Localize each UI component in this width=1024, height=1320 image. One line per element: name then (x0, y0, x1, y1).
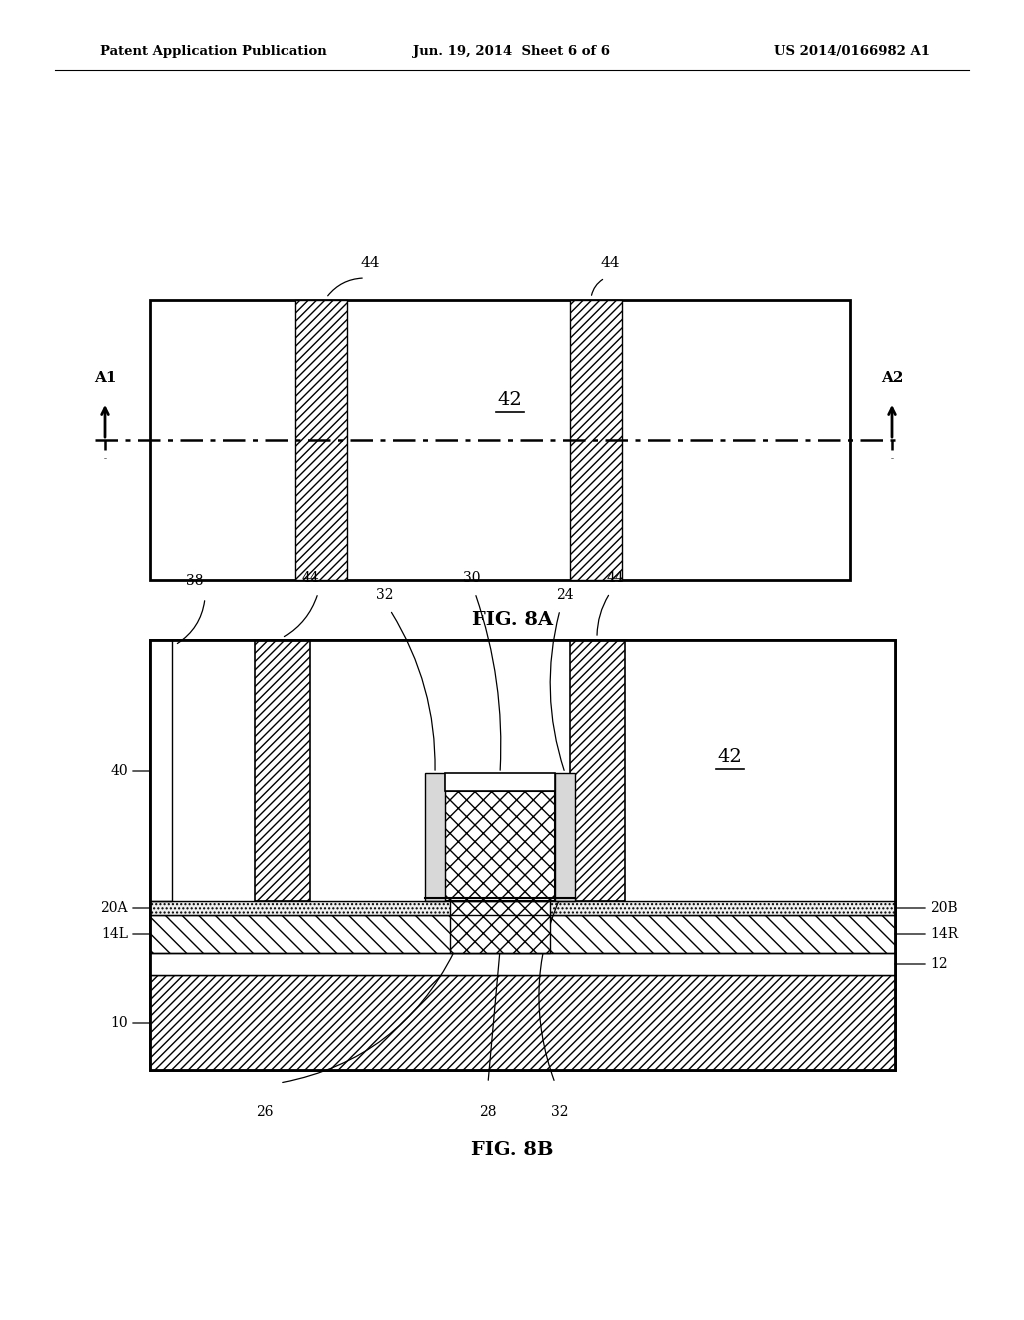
Bar (555, 774, 575, 902)
Text: Jun. 19, 2014  Sheet 6 of 6: Jun. 19, 2014 Sheet 6 of 6 (414, 45, 610, 58)
Text: 40: 40 (111, 764, 128, 777)
Bar (445, 791, 555, 902)
Text: 28: 28 (492, 840, 509, 853)
Bar (150, 902, 895, 915)
Text: 44: 44 (360, 256, 380, 271)
Bar (150, 640, 172, 902)
Bar (150, 975, 895, 1071)
Bar (150, 640, 895, 1071)
Bar (255, 640, 310, 902)
Text: 14R: 14R (930, 927, 958, 941)
Bar (295, 300, 347, 579)
Text: 42: 42 (498, 391, 522, 409)
Text: 44: 44 (301, 572, 318, 585)
Text: 12: 12 (930, 957, 947, 972)
Bar (570, 300, 622, 579)
Bar (150, 300, 850, 579)
Bar (150, 640, 895, 902)
Bar (150, 640, 895, 1071)
Text: 32: 32 (376, 587, 394, 602)
Bar (425, 774, 445, 902)
Text: 14L: 14L (101, 927, 128, 941)
Text: 44: 44 (606, 572, 624, 585)
Text: 32: 32 (551, 1105, 568, 1119)
Text: A1: A1 (94, 371, 117, 385)
Text: 38: 38 (186, 574, 204, 587)
Bar (570, 640, 625, 902)
Bar (450, 915, 550, 953)
Text: FIG. 8A: FIG. 8A (471, 611, 553, 630)
Text: 20A: 20A (100, 902, 128, 915)
Text: 24: 24 (556, 587, 573, 602)
Bar (450, 902, 550, 953)
Text: 42: 42 (718, 748, 742, 767)
Bar (150, 953, 895, 975)
Text: 44: 44 (600, 256, 620, 271)
Text: 28: 28 (479, 1105, 497, 1119)
Text: FIG. 8B: FIG. 8B (471, 1140, 553, 1159)
Text: 26: 26 (256, 1105, 273, 1119)
Text: US 2014/0166982 A1: US 2014/0166982 A1 (774, 45, 930, 58)
Bar (445, 774, 555, 791)
Text: 10: 10 (111, 1016, 128, 1030)
Text: 30: 30 (463, 572, 480, 585)
Bar (150, 915, 895, 953)
Text: 20B: 20B (930, 902, 957, 915)
Text: A2: A2 (881, 371, 903, 385)
Text: Patent Application Publication: Patent Application Publication (100, 45, 327, 58)
